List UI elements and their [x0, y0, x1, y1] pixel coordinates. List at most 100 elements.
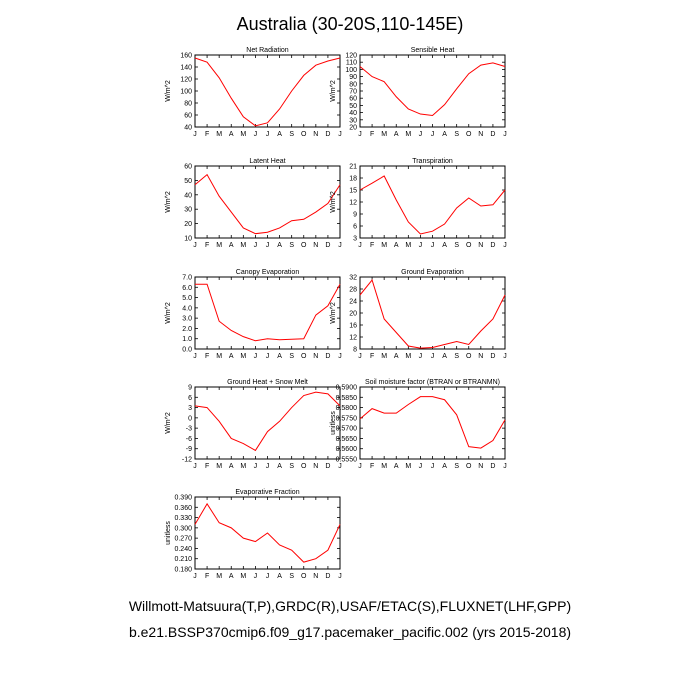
y-tick-label: 4.0 [182, 305, 192, 312]
panel-title: Latent Heat [249, 158, 285, 165]
y-tick-label: 12 [349, 335, 357, 342]
series-line [194, 502, 341, 563]
x-tick-label: M [216, 242, 222, 249]
x-tick-label: M [381, 131, 387, 138]
x-tick-label: J [338, 463, 342, 470]
x-tick-label: D [490, 242, 495, 249]
x-tick-label: S [454, 131, 459, 138]
x-tick-label: J [431, 463, 435, 470]
x-tick-label: F [370, 131, 374, 138]
y-tick-label: 32 [349, 275, 357, 282]
y-tick-label: 0.390 [174, 495, 192, 502]
panel-frame [194, 386, 341, 460]
y-tick-label: 110 [346, 60, 357, 67]
x-tick-label: A [394, 242, 399, 249]
x-tick-label: A [394, 131, 399, 138]
x-tick-label: A [394, 353, 399, 360]
x-tick-label: F [370, 353, 374, 360]
y-tick-label: 160 [180, 53, 192, 60]
x-tick-label: A [442, 131, 447, 138]
y-tick-label: 0.5800 [336, 405, 358, 412]
y-axis-label: unitless [165, 521, 172, 545]
x-tick-label: A [229, 573, 234, 580]
x-tick-label: A [442, 242, 447, 249]
x-tick-label: M [381, 353, 387, 360]
x-tick-label: J [338, 353, 342, 360]
x-tick-label: A [442, 353, 447, 360]
x-tick-label: J [254, 463, 258, 470]
x-tick-label: J [419, 463, 423, 470]
x-tick-label: O [466, 131, 472, 138]
x-tick-label: J [266, 242, 270, 249]
x-tick-label: D [325, 463, 330, 470]
x-tick-label: A [277, 353, 282, 360]
x-tick-label: M [381, 242, 387, 249]
y-tick-label: 20 [349, 125, 357, 132]
panel-frame [359, 54, 506, 128]
x-tick-label: M [240, 353, 246, 360]
x-tick-label: S [289, 242, 294, 249]
x-tick-label: A [442, 463, 447, 470]
x-tick-label: F [370, 242, 374, 249]
y-tick-label: 10 [184, 236, 192, 243]
y-tick-label: 120 [345, 53, 357, 60]
series-line [359, 396, 506, 449]
y-tick-label: 0.5850 [336, 395, 358, 402]
x-tick-label: J [254, 131, 258, 138]
panel-title: Transpiration [412, 158, 453, 165]
x-tick-label: A [277, 463, 282, 470]
x-tick-label: N [313, 573, 318, 580]
x-tick-label: J [419, 353, 423, 360]
x-tick-label: O [301, 573, 307, 580]
x-tick-label: J [193, 242, 197, 249]
panel-title: Ground Heat + Snow Melt [227, 379, 308, 386]
y-tick-label: 100 [180, 89, 192, 96]
x-tick-label: J [358, 463, 362, 470]
x-tick-label: J [266, 573, 270, 580]
x-tick-label: M [405, 131, 411, 138]
x-tick-label: J [266, 131, 270, 138]
x-tick-label: N [313, 353, 318, 360]
y-tick-label: 120 [180, 77, 192, 84]
panel-frame [359, 276, 506, 350]
x-tick-label: N [313, 463, 318, 470]
x-tick-label: D [490, 353, 495, 360]
x-tick-label: O [301, 131, 307, 138]
y-tick-label: 6 [353, 224, 357, 231]
x-tick-label: O [301, 353, 307, 360]
x-tick-label: N [478, 353, 483, 360]
y-tick-label: 20 [349, 311, 357, 318]
x-tick-label: F [205, 242, 209, 249]
x-tick-label: M [216, 463, 222, 470]
x-tick-label: J [266, 463, 270, 470]
x-tick-label: D [325, 353, 330, 360]
panel-9: Evaporative Fraction unitless 0.180 0.210 0.… [165, 489, 342, 580]
y-tick-label: 0.330 [174, 515, 192, 522]
x-tick-label: J [193, 353, 197, 360]
series-line [194, 173, 341, 235]
x-tick-label: O [466, 353, 472, 360]
x-tick-label: J [503, 242, 507, 249]
y-tick-label: 2.0 [182, 326, 192, 333]
series-line [359, 62, 506, 117]
y-axis-label: W/m^2 [330, 302, 337, 324]
x-tick-label: S [289, 353, 294, 360]
x-tick-label: O [301, 242, 307, 249]
y-tick-label: 18 [349, 176, 357, 183]
x-tick-label: D [325, 131, 330, 138]
y-tick-label: 0.0 [182, 347, 192, 354]
y-tick-label: 40 [184, 125, 192, 132]
y-tick-label: 60 [184, 113, 192, 120]
y-tick-label: 15 [349, 188, 357, 195]
x-tick-label: J [431, 353, 435, 360]
y-tick-label: 0.270 [174, 536, 192, 543]
x-tick-label: J [193, 463, 197, 470]
y-tick-label: 60 [184, 164, 192, 171]
y-tick-label: -12 [182, 457, 192, 464]
x-tick-label: M [240, 131, 246, 138]
x-tick-label: A [277, 131, 282, 138]
panel-2: Sensible Heat W/m^2 2030405060708090100110… [330, 47, 507, 138]
